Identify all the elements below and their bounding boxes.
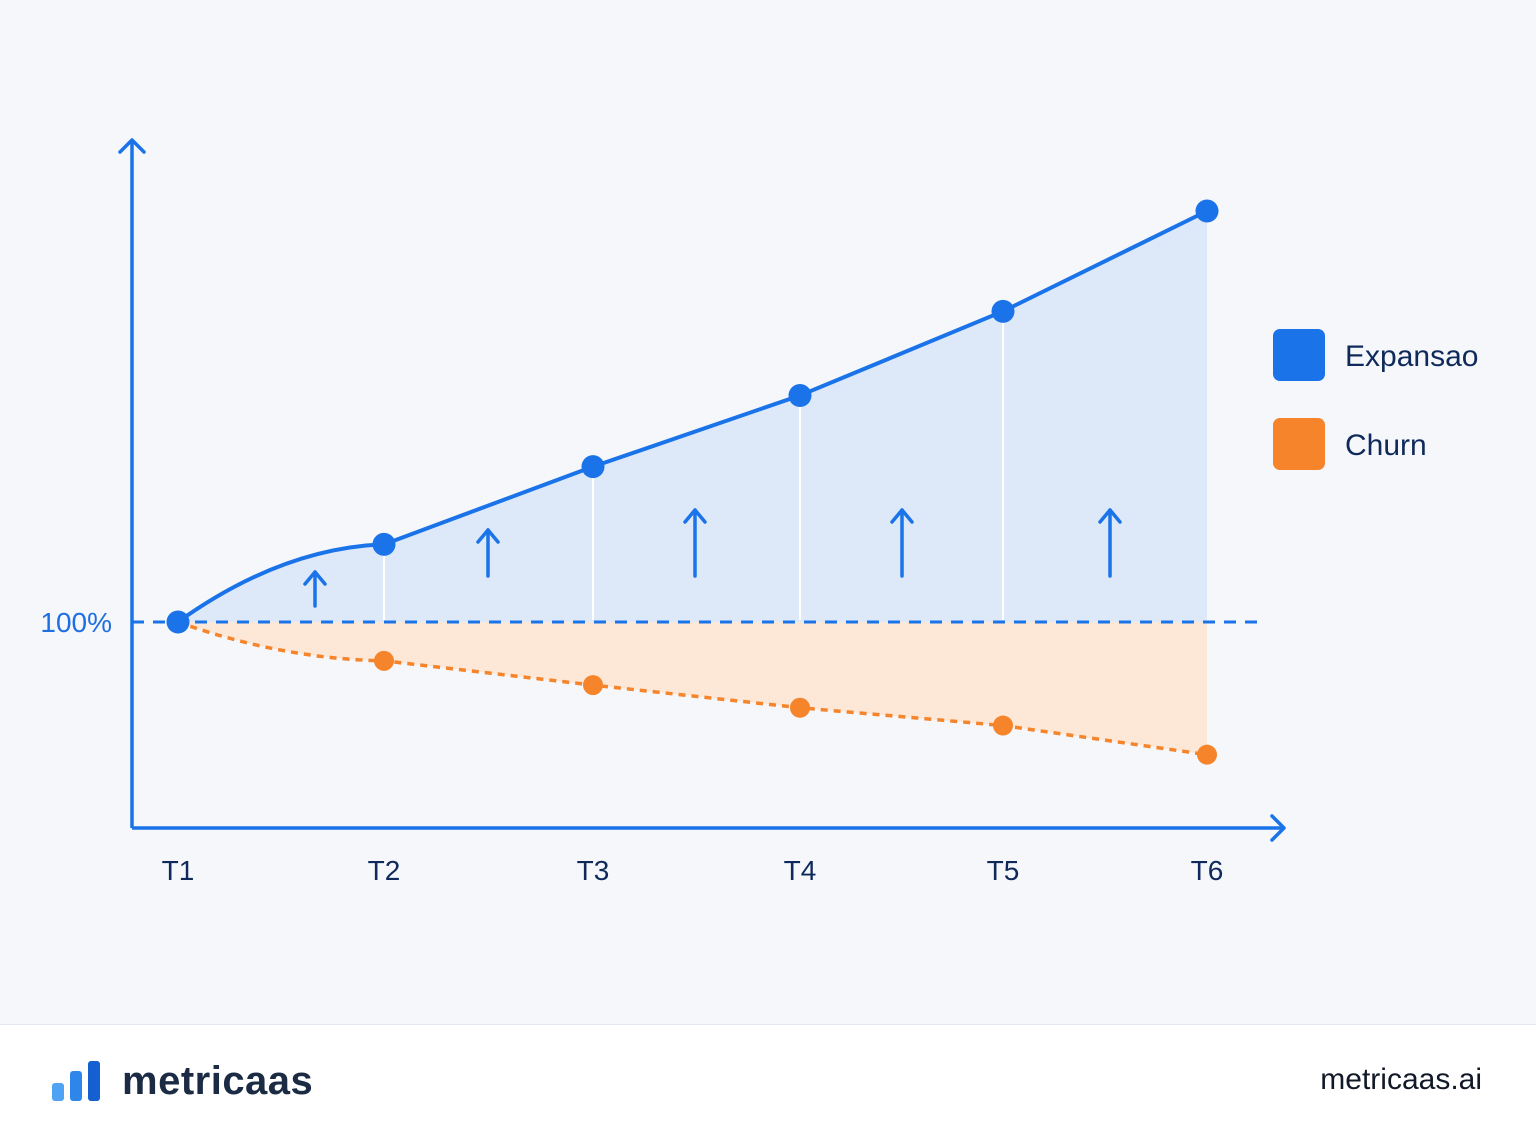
churn-point xyxy=(993,715,1013,736)
brand-name: metricaas xyxy=(122,1058,314,1103)
legend-swatch xyxy=(1273,418,1325,470)
legend-swatch xyxy=(1273,329,1325,381)
chart-dividers xyxy=(383,319,1004,620)
footer: metricaas metricaas.ai xyxy=(0,1024,1536,1136)
expansion-point xyxy=(991,299,1015,323)
legend-item: Churn xyxy=(1273,418,1427,470)
churn-point xyxy=(790,697,810,718)
expansion-point xyxy=(372,532,396,556)
chart-labels: T1 T2 T3 T4 T5 T6 100% xyxy=(40,607,1223,886)
legend-label: Expansao xyxy=(1345,340,1478,373)
reference-label: 100% xyxy=(40,607,112,638)
chart-points xyxy=(166,199,1219,765)
x-tick-label: T3 xyxy=(577,855,610,886)
legend: Expansao Churn xyxy=(1273,329,1478,470)
chart-lines xyxy=(176,209,1208,757)
expansion-point xyxy=(1195,199,1219,223)
up-arrow-icon xyxy=(303,570,327,608)
brand[interactable]: metricaas xyxy=(52,1057,313,1105)
expansion-point xyxy=(581,455,605,479)
up-arrow-icon xyxy=(683,508,707,578)
churn-point xyxy=(374,650,394,671)
legend-label: Churn xyxy=(1345,429,1427,462)
expansion-area xyxy=(178,211,1207,622)
bar-chart-logo-icon xyxy=(52,1057,106,1105)
chart-axes xyxy=(118,138,1286,842)
churn-point xyxy=(1197,744,1217,765)
x-tick-label: T2 xyxy=(368,855,401,886)
x-tick-label: T1 xyxy=(162,855,195,886)
expansion-point xyxy=(788,383,812,407)
up-arrow-icon xyxy=(476,528,500,578)
y-axis-arrow-icon xyxy=(118,138,146,154)
chart-areas xyxy=(178,211,1207,755)
chart: T1 T2 T3 T4 T5 T6 100% Expansao Churn xyxy=(40,138,1478,886)
churn-area xyxy=(178,622,1207,755)
x-axis-arrow-icon xyxy=(1270,814,1286,842)
expansion-point xyxy=(166,610,190,634)
churn-line xyxy=(177,620,1208,757)
legend-item: Expansao xyxy=(1273,329,1478,381)
x-tick-label: T6 xyxy=(1191,855,1224,886)
site-url[interactable]: metricaas.ai xyxy=(1320,1063,1482,1096)
expansion-line xyxy=(176,209,1208,624)
up-arrow-icon xyxy=(1098,508,1122,578)
churn-point xyxy=(583,675,603,696)
x-tick-label: T4 xyxy=(784,855,817,886)
growth-arrows xyxy=(303,508,1122,608)
up-arrow-icon xyxy=(890,508,914,578)
x-tick-label: T5 xyxy=(987,855,1020,886)
